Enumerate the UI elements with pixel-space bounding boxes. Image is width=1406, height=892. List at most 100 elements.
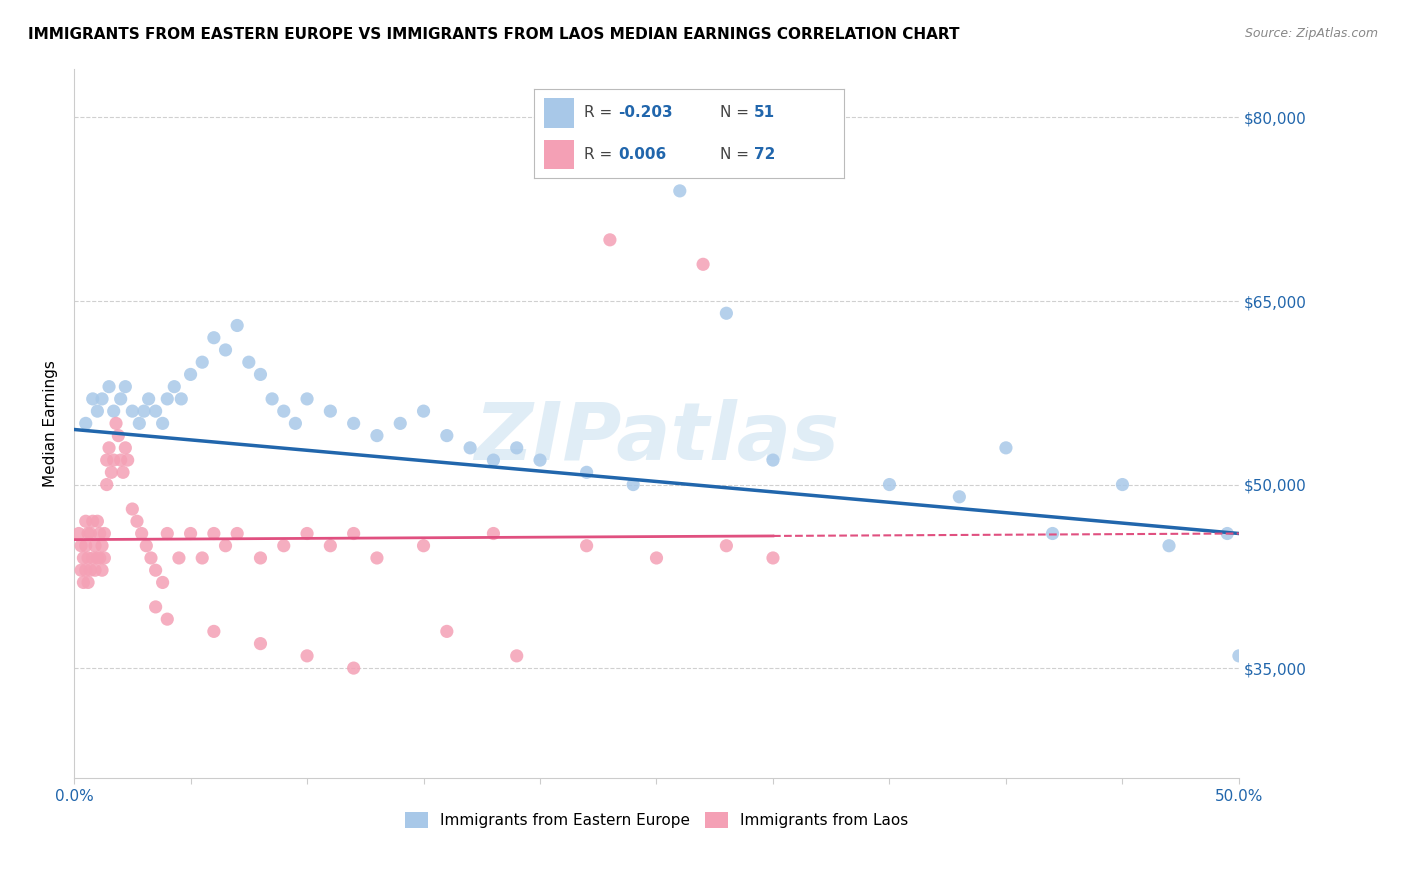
Point xyxy=(621,477,644,491)
Point xyxy=(319,539,342,553)
Point xyxy=(75,539,97,553)
Point xyxy=(994,441,1017,455)
Point xyxy=(343,661,366,675)
Point xyxy=(75,417,97,431)
Point xyxy=(110,392,132,406)
Point xyxy=(343,417,366,431)
Text: 51: 51 xyxy=(754,105,775,120)
Point xyxy=(436,624,458,639)
Point xyxy=(111,466,134,480)
Point xyxy=(214,539,236,553)
Point xyxy=(762,551,785,566)
Point xyxy=(93,551,115,566)
Text: Source: ZipAtlas.com: Source: ZipAtlas.com xyxy=(1244,27,1378,40)
Point xyxy=(67,526,90,541)
Point xyxy=(98,441,121,455)
Point xyxy=(506,648,529,663)
Point xyxy=(77,551,100,566)
Point xyxy=(238,355,260,369)
Point xyxy=(86,514,108,528)
Point xyxy=(75,563,97,577)
Point xyxy=(273,539,295,553)
Point xyxy=(214,343,236,357)
Point xyxy=(98,379,121,393)
Point xyxy=(125,514,148,528)
Point xyxy=(132,404,155,418)
Text: ZIPatlas: ZIPatlas xyxy=(474,399,839,476)
Text: 0.006: 0.006 xyxy=(617,147,666,161)
Point xyxy=(575,466,598,480)
Point xyxy=(103,404,125,418)
Point xyxy=(128,417,150,431)
Point xyxy=(77,526,100,541)
FancyBboxPatch shape xyxy=(544,98,575,128)
Point xyxy=(1111,477,1133,491)
Point xyxy=(692,257,714,271)
Point xyxy=(91,539,114,553)
Point xyxy=(879,477,901,491)
Point xyxy=(82,514,104,528)
Point xyxy=(191,551,214,566)
Point xyxy=(412,404,434,418)
Point xyxy=(145,599,167,614)
Point xyxy=(105,417,128,431)
Point xyxy=(202,331,225,345)
Point xyxy=(89,526,111,541)
Point xyxy=(436,428,458,442)
Point xyxy=(226,318,249,333)
Point xyxy=(366,551,388,566)
Point xyxy=(482,526,505,541)
Point xyxy=(114,379,136,393)
Point xyxy=(284,417,307,431)
Point xyxy=(84,539,107,553)
Point xyxy=(72,551,94,566)
FancyBboxPatch shape xyxy=(544,140,575,169)
Point xyxy=(249,637,271,651)
Point xyxy=(79,563,101,577)
Point xyxy=(163,379,186,393)
Point xyxy=(96,477,118,491)
Text: -0.203: -0.203 xyxy=(617,105,672,120)
Point xyxy=(202,526,225,541)
Text: N =: N = xyxy=(720,105,754,120)
Point xyxy=(156,392,179,406)
Point xyxy=(762,453,785,467)
Text: R =: R = xyxy=(583,147,621,161)
Legend: Immigrants from Eastern Europe, Immigrants from Laos: Immigrants from Eastern Europe, Immigran… xyxy=(398,806,914,834)
Text: R =: R = xyxy=(583,105,617,120)
Point xyxy=(273,404,295,418)
Point xyxy=(1227,648,1250,663)
Point xyxy=(152,417,174,431)
Point xyxy=(295,648,318,663)
Point xyxy=(506,441,529,455)
Point xyxy=(170,392,193,406)
Point xyxy=(145,404,167,418)
Point xyxy=(249,368,271,382)
Point xyxy=(482,453,505,467)
Point xyxy=(117,453,139,467)
Point xyxy=(668,184,690,198)
Point xyxy=(72,575,94,590)
Point xyxy=(103,453,125,467)
Point xyxy=(343,526,366,541)
Point xyxy=(79,526,101,541)
Point xyxy=(249,551,271,566)
Point xyxy=(191,355,214,369)
Point xyxy=(91,563,114,577)
Point xyxy=(1157,539,1180,553)
Point xyxy=(167,551,190,566)
Point xyxy=(262,392,284,406)
Point xyxy=(412,539,434,553)
Point xyxy=(100,466,122,480)
Point xyxy=(91,392,114,406)
Point xyxy=(75,514,97,528)
Point xyxy=(1042,526,1064,541)
Point xyxy=(77,575,100,590)
Point xyxy=(139,551,162,566)
Point xyxy=(121,404,143,418)
Point xyxy=(110,453,132,467)
Point xyxy=(948,490,970,504)
Point xyxy=(202,624,225,639)
Point xyxy=(70,539,93,553)
Point xyxy=(138,392,160,406)
